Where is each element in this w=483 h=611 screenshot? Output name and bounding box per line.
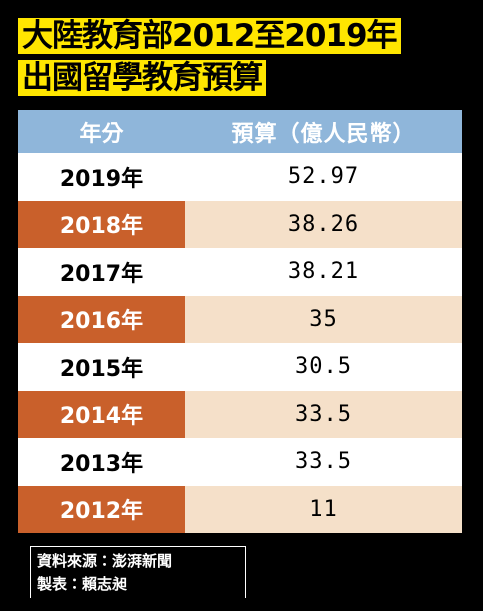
title-line: 大陸教育部2012至2019年 bbox=[18, 18, 401, 54]
title-line: 出國留學教育預算 bbox=[18, 60, 266, 96]
table-row: 2018年 38.26 bbox=[18, 200, 462, 248]
table-row: 2014年 33.5 bbox=[18, 390, 462, 438]
budget-cell: 30.5 bbox=[295, 354, 352, 380]
budget-cell: 11 bbox=[185, 485, 462, 533]
table-row: 2015年 30.5 bbox=[18, 343, 462, 391]
budget-cell: 38.26 bbox=[185, 200, 462, 248]
credit-line: 製表：賴志昶 bbox=[37, 575, 128, 593]
column-header: 年分 bbox=[79, 121, 124, 147]
table: 年分 預算（億人民幣） 2019年 52.97 2018年 38.26 2017年 38.… bbox=[18, 110, 462, 533]
year-cell: 2014年 bbox=[18, 390, 185, 438]
year-cell: 2019年 bbox=[59, 166, 144, 192]
year-cell: 2018年 bbox=[18, 200, 185, 248]
budget-cell: 52.97 bbox=[287, 164, 360, 190]
year-cell: 2013年 bbox=[59, 451, 144, 477]
year-cell: 2015年 bbox=[59, 356, 144, 382]
year-cell: 2016年 bbox=[18, 295, 185, 343]
table-row: 2017年 38.21 bbox=[18, 248, 462, 296]
table-header: 年分 預算（億人民幣） bbox=[18, 110, 462, 153]
year-cell: 2012年 bbox=[18, 485, 185, 533]
budget-cell: 33.5 bbox=[185, 390, 462, 438]
table-row: 2019年 52.97 bbox=[18, 153, 462, 201]
budget-cell: 35 bbox=[185, 295, 462, 343]
table-row: 2012年 11 bbox=[18, 485, 462, 533]
table-row: 2016年 35 bbox=[18, 295, 462, 343]
table-row: 2013年 33.5 bbox=[18, 438, 462, 486]
budget-cell: 38.21 bbox=[287, 259, 360, 285]
budget-cell: 33.5 bbox=[295, 449, 352, 475]
source-line: 資料來源：澎湃新聞 bbox=[37, 552, 173, 570]
column-header: 預算（億人民幣） bbox=[231, 121, 416, 147]
year-cell: 2017年 bbox=[59, 261, 144, 287]
footer: 資料來源：澎湃新聞 製表：賴志昶 bbox=[30, 546, 246, 598]
